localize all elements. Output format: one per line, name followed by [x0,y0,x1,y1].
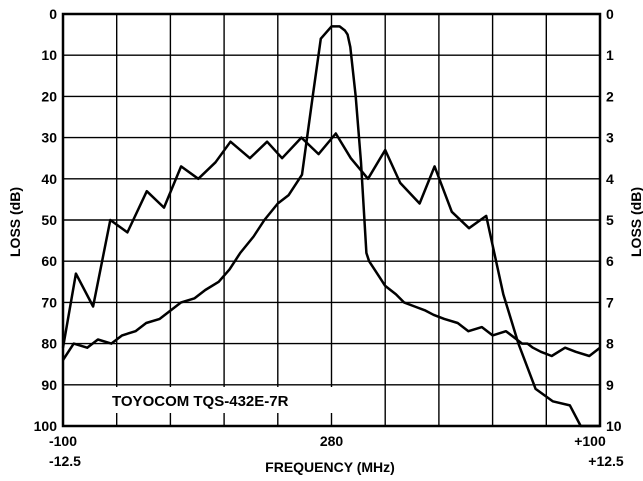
y-tick-right: 4 [606,171,614,187]
y-tick-left: 70 [41,294,57,310]
y-tick-right: 7 [606,294,614,310]
plot-border [61,12,602,428]
y-tick-left: 20 [41,88,57,104]
y-tick-left: 100 [34,418,58,434]
y-tick-left: 0 [49,6,57,22]
x-tick-wide: -100 [49,433,77,449]
y-tick-left: 10 [41,47,57,63]
device-annotation: TOYOCOM TQS-432E-7R [112,393,289,410]
y-tick-right: 6 [606,253,614,269]
y-tick-right: 3 [606,130,614,146]
plot-frame [61,12,602,428]
y-axis-label-right: LOSS (dB) [628,187,643,257]
y-tick-left: 90 [41,377,57,393]
y-tick-left: 80 [41,336,57,352]
x-tick-narrow: -12.5 [49,453,81,469]
x-axis-label: FREQUENCY (MHz) [265,459,395,475]
x-tick-wide: 280 [320,433,344,449]
y-tick-left: 40 [41,171,57,187]
tick-labels: 0 10 20 30 40 50 60 70 80 90 100 0 1 2 3 4 5 6 7 8 9 10 -100 28… [34,6,624,469]
grid [63,14,600,426]
y-tick-right: 8 [606,336,614,352]
x-tick-narrow: +12.5 [588,453,624,469]
plot-series [61,25,601,428]
y-tick-left: 30 [41,130,57,146]
y-tick-left: 50 [41,212,57,228]
y-tick-right: 0 [606,6,614,22]
annotation-box [107,387,347,413]
y-tick-right: 9 [606,377,614,393]
y-tick-right: 5 [606,212,614,228]
y-tick-right: 1 [606,47,614,63]
x-tick-wide: +100 [574,433,606,449]
y-tick-right: 10 [606,418,622,434]
y-tick-right: 2 [606,88,614,104]
y-tick-left: 60 [41,253,57,269]
y-axis-label-left: LOSS (dB) [7,187,23,257]
series-line-wide-span [61,25,601,361]
series-line-narrow-span [61,132,600,428]
